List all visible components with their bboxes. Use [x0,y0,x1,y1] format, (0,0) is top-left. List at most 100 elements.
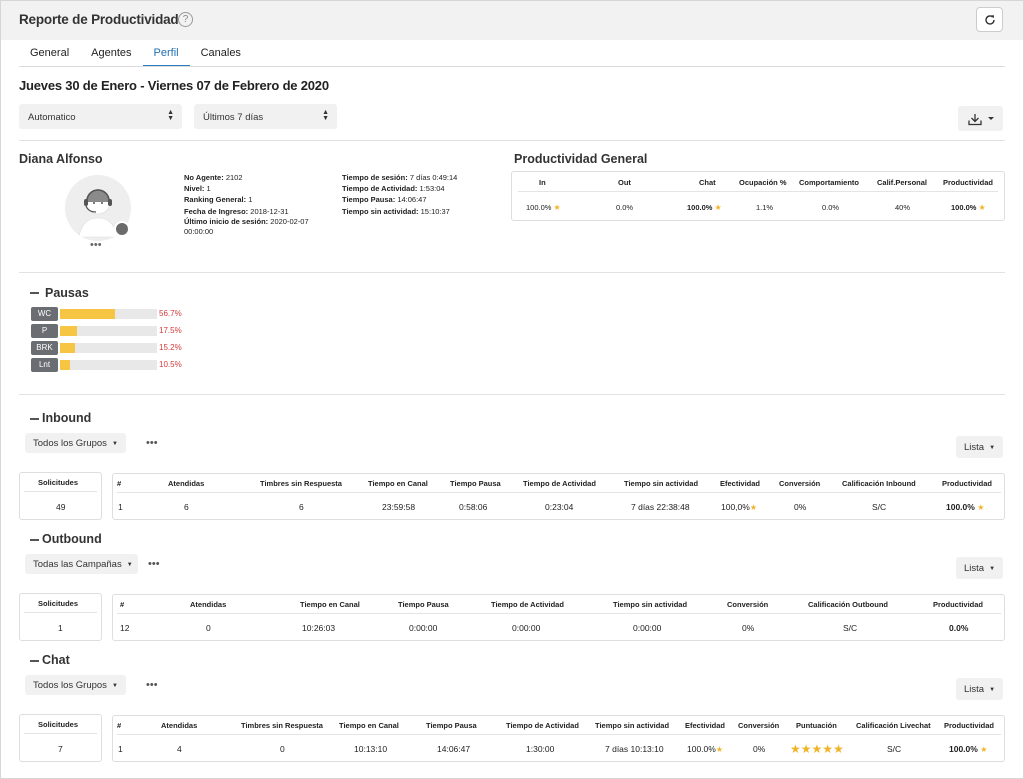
inbound-header: Timbres sin Respuesta [260,479,342,488]
chat-header: Tiempo de Actividad [506,721,579,730]
star-icon: ★ [977,503,985,512]
pause-label: WC [31,307,58,321]
outbound-cell: 12 [120,623,130,633]
outbound-title: Outbound [42,532,102,546]
chat-view-value: Lista [964,684,985,695]
collapse-chat-icon[interactable] [30,660,39,662]
inbound-cell: 0% [794,502,807,512]
outbound-view-value: Lista [964,563,985,574]
outbound-solicitudes-value: 1 [58,623,63,633]
tab-perfil[interactable]: Perfil [142,40,190,67]
productividad-general-table: In Out Chat Ocupación % Comportamiento C… [511,171,1005,221]
chat-group-dropdown[interactable]: Todos los Grupos ▼ [25,675,126,695]
collapse-outbound-icon[interactable] [30,539,39,541]
pause-bar-fill [60,343,75,353]
outbound-view-dropdown[interactable]: Lista ▼ [956,557,1003,579]
star-icon: ★ [800,742,812,756]
row-divider [24,491,97,492]
outbound-cell: 0:00:00 [633,623,662,633]
productividad-general-title: Productividad General [514,152,648,166]
chat-cell: 10:13:10 [354,744,388,754]
outbound-solicitudes-card: Solicitudes 1 [19,593,102,641]
chat-header: Calificación Livechat [856,721,931,730]
inbound-header: # [117,479,122,488]
outbound-cell: S/C [843,623,858,633]
star-icon: ★ [822,742,834,756]
chat-cell: 7 días 10:13:10 [605,744,664,754]
chat-cell: 14:06:47 [437,744,471,754]
pausas-title: Pausas [45,286,89,300]
tab-agentes[interactable]: Agentes [91,47,132,59]
chat-header: # [117,721,122,730]
inbound-header: Atendidas [168,479,205,488]
inbound-cell: 0:23:04 [545,502,574,512]
chat-cell: 1:30:00 [526,744,555,754]
collapse-pausas-icon[interactable] [30,292,39,294]
pause-bar-fill [60,326,77,336]
pause-bar-track [60,343,157,353]
outbound-more-button[interactable]: ••• [148,558,160,570]
tab-canales[interactable]: Canales [200,47,241,59]
collapse-inbound-icon[interactable] [30,418,39,420]
outbound-header: Tiempo de Actividad [491,600,564,609]
inbound-group-dropdown[interactable]: Todos los Grupos ▼ [25,433,126,453]
info-tiempo-actividad: Tiempo de Actividad: 1:53:04 [342,184,445,194]
pg-header-comportamiento: Comportamiento [799,178,859,187]
chat-cell: 1 [118,744,123,754]
outbound-campaign-dropdown[interactable]: Todas las Campañas ▼ [25,554,138,574]
mode-select[interactable]: Automatico ▲ ▼ [19,104,182,129]
download-icon [968,114,994,126]
star-icon: ★ [749,503,758,512]
star-icon: ★ [833,742,844,756]
caret-down-icon: ▼ [989,566,996,572]
chat-solicitudes-label: Solicitudes [38,720,79,729]
outbound-header: Tiempo en Canal [300,600,360,609]
help-icon[interactable]: ? [178,12,193,27]
inbound-view-dropdown[interactable]: Lista ▼ [956,436,1003,458]
pg-value-calif-personal: 40% [895,203,911,212]
pg-header-out: Out [618,178,631,187]
outbound-cell: 10:26:03 [302,623,336,633]
inbound-cell-efectividad: 100,0%★ [721,502,758,512]
inbound-cell: S/C [872,502,887,512]
outbound-header: Calificación Outbound [808,600,888,609]
chat-view-dropdown[interactable]: Lista ▼ [956,678,1003,700]
period-select-value: Últimos 7 días [203,112,264,123]
caret-down-icon: ▼ [989,445,996,451]
chat-rating-stars: ★★★★★ [790,742,844,756]
chat-header: Timbres sin Respuesta [241,721,323,730]
star-icon: ★ [553,203,561,212]
info-nivel: Nivel: 1 [184,184,211,194]
inbound-header: Conversión [779,479,821,488]
pause-bar-track [60,360,157,370]
outbound-header: Atendidas [190,600,227,609]
tab-general[interactable]: General [30,47,70,59]
caret-down-icon: ▼ [111,441,118,447]
info-fecha-ingreso: Fecha de Ingreso: 2018-12-31 [184,206,289,216]
chat-header: Efectividad [685,721,726,730]
select-arrows-icon: ▲ ▼ [167,109,174,122]
chat-group-value: Todos los Grupos [33,680,107,691]
download-button[interactable] [958,106,1003,131]
pg-value-out: 0.0% [616,203,634,212]
info-ultimo-inicio: Último inicio de sesión: 2020-02-07 00:0… [184,216,309,236]
inbound-cell: 23:59:58 [382,502,416,512]
row-divider [117,613,1001,614]
pause-bar-fill [60,360,71,370]
row-divider [24,733,97,734]
refresh-button[interactable] [976,7,1003,32]
inbound-more-button[interactable]: ••• [146,437,158,449]
pg-header-in: In [539,178,546,187]
pg-header-productividad: Productividad [943,178,994,187]
inbound-title: Inbound [42,411,92,425]
inbound-header: Efectividad [720,479,761,488]
star-icon: ★ [714,203,722,212]
inbound-table: # Atendidas Timbres sin Respuesta Tiempo… [112,473,1005,520]
star-icon: ★ [790,742,801,756]
chat-cell-efectividad: 100.0%★ [687,744,724,754]
period-select[interactable]: Últimos 7 días ▲ ▼ [194,104,337,129]
chat-more-button[interactable]: ••• [146,679,158,691]
avatar-more-button[interactable]: ••• [90,239,102,251]
chat-cell: 0 [280,744,285,754]
